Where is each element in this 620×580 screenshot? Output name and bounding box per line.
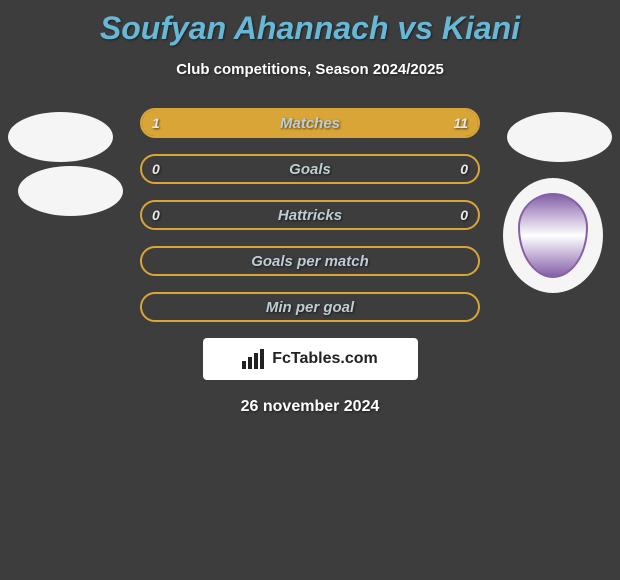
bar-value-left: 0 xyxy=(152,156,160,182)
player2-club-badge xyxy=(503,178,603,293)
subtitle: Club competitions, Season 2024/2025 xyxy=(0,61,620,78)
logo-text: FcTables.com xyxy=(272,350,378,368)
bar-label: Matches xyxy=(142,110,478,136)
bar-value-left: 0 xyxy=(152,202,160,228)
bars-icon xyxy=(242,349,266,369)
club-badge-shield xyxy=(518,193,588,278)
bar-label: Goals xyxy=(142,156,478,182)
page-title: Soufyan Ahannach vs Kiani xyxy=(0,0,620,47)
player1-avatar-placeholder xyxy=(8,112,113,162)
stat-bar-matches: Matches111 xyxy=(140,108,480,138)
date-text: 26 november 2024 xyxy=(0,398,620,416)
bar-value-right: 0 xyxy=(460,156,468,182)
stat-bar-hattricks: Hattricks0 0 xyxy=(140,200,480,230)
bar-label: Goals per match xyxy=(142,248,478,274)
stat-bar-goals: Goals0 0 xyxy=(140,154,480,184)
stat-bar-min-per-goal: Min per goal xyxy=(140,292,480,322)
comparison-bars: Matches111Goals00Hattricks00Goals per ma… xyxy=(140,108,480,322)
bar-label: Min per goal xyxy=(142,294,478,320)
bar-value-right: 11 xyxy=(453,110,468,136)
stat-bar-goals-per-match: Goals per match xyxy=(140,246,480,276)
player1-club-placeholder xyxy=(18,166,123,216)
bar-label: Hattricks xyxy=(142,202,478,228)
player2-avatar-placeholder xyxy=(507,112,612,162)
bar-value-right: 0 xyxy=(460,202,468,228)
fctables-logo: FcTables.com xyxy=(203,338,418,380)
bar-value-left: 1 xyxy=(152,110,160,136)
